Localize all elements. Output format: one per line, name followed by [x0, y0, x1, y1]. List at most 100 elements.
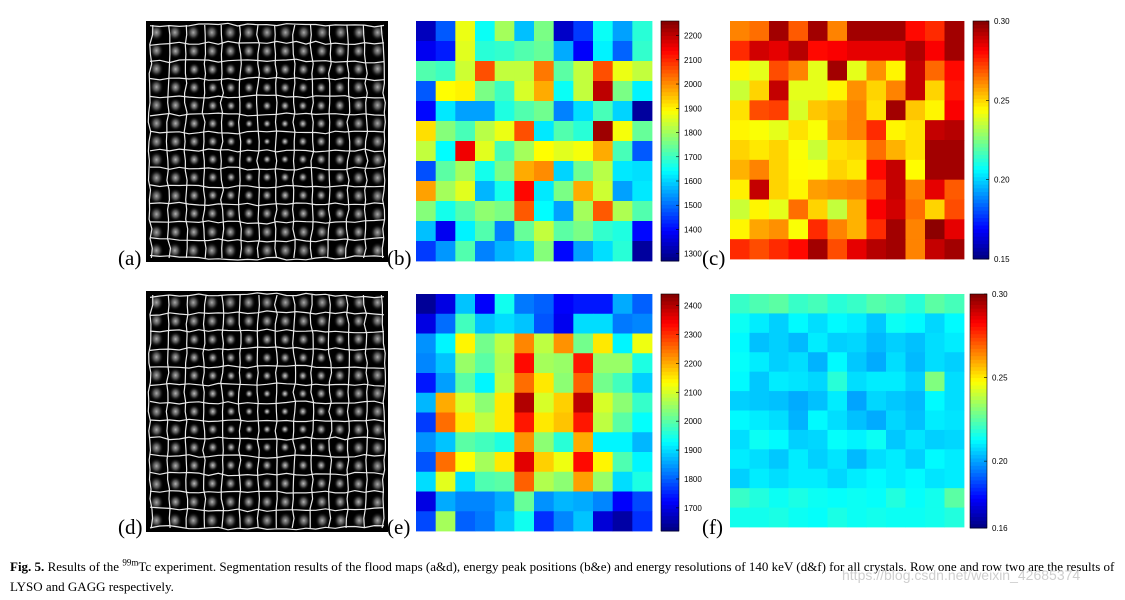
heatmap-cell — [749, 179, 770, 200]
flood-spot — [241, 242, 256, 259]
segmentation-line — [219, 24, 225, 259]
heatmap-cell — [494, 201, 515, 222]
colorbar-tick-label: 0.16 — [992, 524, 1008, 533]
heatmap-cell — [905, 40, 926, 62]
heatmap-cell — [632, 511, 653, 532]
heatmap-cell — [886, 429, 906, 450]
watermark-text: https://blog.csdn.net/weixin_42685374 — [842, 567, 1081, 583]
heatmap-cell — [944, 120, 965, 141]
colorbar-frame — [972, 20, 990, 260]
heatmap-cell — [925, 40, 945, 62]
heatmap-cell — [847, 391, 867, 411]
heatmap-cell — [593, 101, 614, 122]
colorbar-segment — [661, 427, 679, 432]
heatmap-cell — [788, 120, 809, 141]
flood-spot — [280, 136, 290, 147]
flood-spot — [297, 62, 310, 77]
flood-spot — [149, 348, 164, 366]
colorbar-segment — [661, 512, 679, 517]
flood-spot — [333, 332, 346, 347]
flood-spot — [223, 512, 238, 529]
colorbar-segment — [970, 447, 987, 452]
flood-spot — [333, 494, 347, 510]
segmentation-line — [149, 310, 385, 316]
heatmap-cell — [534, 201, 555, 222]
heatmap-cell — [808, 140, 828, 161]
colorbar-segment — [973, 32, 989, 37]
colorbar-segment — [661, 416, 679, 421]
flood-spot — [207, 189, 219, 202]
flood-spot — [261, 351, 273, 364]
colorbar-segment — [661, 331, 679, 336]
heatmap-cell — [475, 221, 496, 242]
heatmap-cell — [944, 507, 965, 528]
colorbar-segment — [661, 519, 679, 525]
colorbar-segment — [970, 487, 987, 492]
colorbar-segment — [661, 148, 679, 153]
heatmap-cell — [866, 488, 887, 508]
colorbar-tick-label: 0.20 — [994, 176, 1010, 185]
colorbar-segment — [661, 219, 679, 224]
heatmap-cell — [514, 141, 535, 162]
colorbar-segment — [970, 389, 987, 394]
flood-spot — [370, 115, 385, 132]
heatmap-cell — [847, 60, 867, 81]
colorbar-segment — [970, 436, 987, 441]
heatmap-cell — [494, 161, 515, 182]
heatmap-cell — [494, 452, 515, 473]
heatmap-cell — [749, 140, 770, 161]
colorbar-segment — [661, 189, 679, 194]
heatmap-peak-gagg: 2400 2300 2200 2100 2000 1900 1800 1700 — [416, 293, 702, 532]
heatmap-cell — [573, 491, 594, 512]
colorbar-segment — [661, 334, 679, 339]
flood-spot — [315, 387, 327, 400]
colorbar-tick-label: 0.30 — [994, 17, 1010, 26]
heatmap-cell — [886, 391, 906, 411]
flood-spot — [204, 24, 219, 41]
segmentation-line — [149, 254, 385, 261]
heatmap-cell — [514, 471, 535, 492]
flood-spot — [315, 117, 327, 130]
heatmap-cell — [808, 179, 828, 200]
colorbar-segment — [973, 177, 989, 182]
heatmap-cell — [494, 221, 515, 242]
colorbar-segment — [661, 482, 679, 488]
heatmap-cell — [925, 120, 945, 141]
colorbar-segment — [661, 32, 679, 37]
heatmap-cell — [553, 353, 574, 374]
heatmap-cell — [808, 429, 828, 450]
colorbar-segment — [970, 440, 987, 445]
colorbar-segment — [973, 154, 989, 160]
flood-spot — [262, 171, 272, 183]
heatmap-cell — [905, 100, 926, 121]
heatmap-cell — [730, 507, 750, 528]
flood-spot — [278, 294, 293, 311]
flood-spot — [244, 370, 254, 382]
heatmap-cell — [944, 219, 965, 240]
colorbar-segment — [970, 407, 987, 412]
heatmap-cell — [749, 100, 770, 121]
colorbar-segment — [661, 242, 679, 247]
colorbar-segment — [661, 393, 679, 399]
flood-spot — [352, 294, 367, 311]
colorbar-segment — [661, 438, 679, 443]
flood-spot — [297, 459, 309, 472]
heatmap-cell — [905, 332, 926, 353]
colorbar-segment — [661, 464, 679, 469]
heatmap-cell — [416, 491, 437, 512]
heatmap-cell — [847, 294, 867, 314]
heatmap-cell — [788, 313, 809, 334]
colorbar-segment — [970, 385, 987, 390]
flood-spot — [186, 24, 201, 41]
flood-spot — [315, 206, 328, 221]
colorbar-segment — [661, 58, 679, 63]
heatmap-cell — [475, 452, 496, 473]
heatmap-cell — [905, 179, 926, 200]
heatmap-cell — [925, 21, 945, 42]
heatmap-cell — [632, 241, 653, 262]
heatmap-cell — [827, 507, 848, 528]
flood-spot — [149, 78, 164, 96]
flood-spot — [186, 512, 201, 529]
flood-spot — [370, 385, 385, 402]
flood-spot — [315, 494, 329, 510]
